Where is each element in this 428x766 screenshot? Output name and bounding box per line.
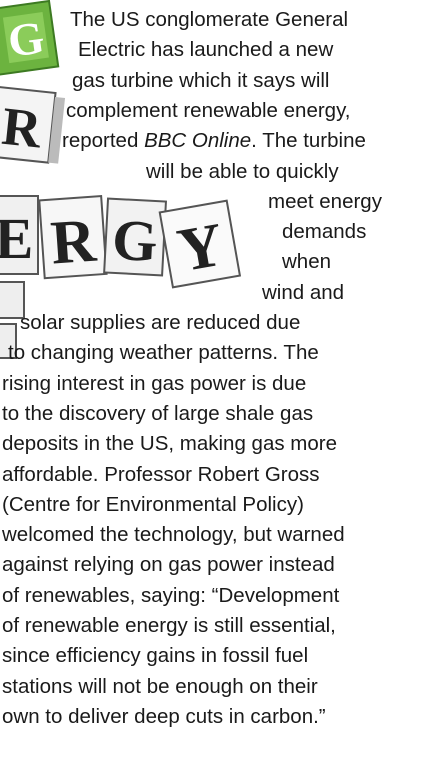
text-line: wind and bbox=[262, 281, 344, 305]
cube: R bbox=[39, 196, 106, 278]
cube-letter: G bbox=[5, 11, 48, 66]
text-line: will be able to quickly bbox=[146, 160, 339, 184]
text-line: against relying on gas power instead bbox=[2, 553, 335, 577]
cube-letter: E bbox=[0, 206, 33, 271]
text-line: rising interest in gas power is due bbox=[2, 372, 306, 396]
text-line: complement renewable energy, bbox=[66, 99, 351, 123]
text-line: demands bbox=[282, 220, 366, 244]
text-line: (Centre for Environmental Policy) bbox=[2, 493, 304, 517]
text-line: of renewables, saying: “Development bbox=[2, 584, 339, 608]
text-line: when bbox=[282, 250, 331, 274]
cube-letter: R bbox=[0, 96, 45, 160]
text-line: affordable. Professor Robert Gross bbox=[2, 463, 320, 487]
text-line: of renewable energy is still essential, bbox=[2, 614, 336, 638]
text-run: reported bbox=[62, 129, 144, 152]
page: {"image": {"letters": ["G", "R", "E", "R… bbox=[0, 0, 428, 766]
cube: G bbox=[104, 199, 166, 276]
text-line: Electric has launched a new bbox=[78, 38, 333, 62]
text-line: solar supplies are reduced due bbox=[20, 311, 300, 335]
cube-letter: G bbox=[111, 207, 159, 274]
text-line: since efficiency gains in fossil fuel bbox=[2, 644, 308, 668]
text-run: . The turbine bbox=[251, 129, 366, 152]
text-line: gas turbine which it says will bbox=[72, 69, 330, 93]
text-line: welcomed the technology, but warned bbox=[2, 523, 345, 547]
cube: Y bbox=[160, 201, 240, 288]
cube: R bbox=[0, 87, 65, 164]
text-line: The US conglomerate General bbox=[70, 8, 348, 32]
text-line: stations will not be enough on their bbox=[2, 675, 318, 699]
source-name: BBC Online bbox=[144, 129, 251, 152]
cube: E bbox=[0, 196, 38, 274]
text-line: own to deliver deep cuts in carbon.” bbox=[2, 705, 326, 729]
text-line: meet energy bbox=[268, 190, 382, 214]
text-line: reported BBC Online. The turbine bbox=[62, 129, 366, 153]
text-line: deposits in the US, making gas more bbox=[2, 432, 337, 456]
text-line: to changing weather patterns. The bbox=[8, 341, 319, 365]
text-line: to the discovery of large shale gas bbox=[2, 402, 313, 426]
cube-letter: R bbox=[49, 207, 100, 278]
cube: G bbox=[0, 1, 58, 75]
